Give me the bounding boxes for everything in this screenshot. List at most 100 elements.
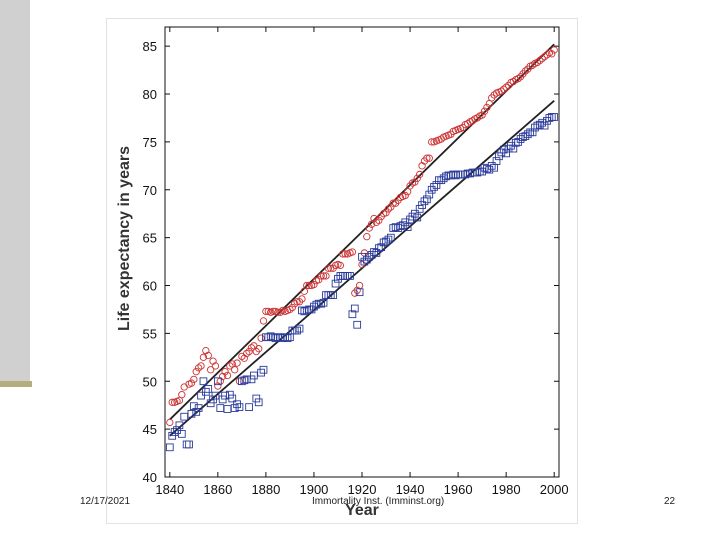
y-tick-label: 60 — [143, 279, 157, 294]
male-data-point — [514, 138, 523, 146]
male-data-point — [329, 291, 338, 299]
female-data-point — [425, 154, 433, 162]
female-data-point — [255, 345, 263, 353]
female-data-point — [418, 162, 426, 170]
male-data-point — [531, 123, 539, 132]
female-data-point — [500, 85, 508, 93]
female-data-point — [353, 286, 361, 294]
female-data-point — [411, 178, 419, 186]
female-data-point — [209, 357, 217, 365]
female-data-point — [322, 272, 330, 280]
female-data-point — [538, 54, 546, 63]
male-data-point — [228, 394, 237, 403]
female-data-point — [315, 276, 323, 284]
male-data-point — [201, 387, 210, 396]
female-data-point — [310, 280, 318, 289]
male-data-point — [374, 244, 383, 253]
male-data-point — [516, 135, 525, 143]
male-data-point — [353, 320, 362, 329]
female-data-point — [298, 295, 306, 303]
male-data-point — [430, 183, 438, 191]
male-data-point — [360, 257, 369, 266]
male-data-point — [187, 409, 196, 418]
female-data-point — [521, 67, 530, 75]
female-data-point — [548, 50, 556, 58]
male-data-point — [427, 185, 436, 194]
male-data-point — [295, 324, 304, 333]
male-data-point — [372, 249, 381, 257]
female-data-point — [202, 346, 210, 355]
male-data-point — [473, 168, 482, 177]
female-data-point — [168, 398, 176, 406]
female-data-point — [372, 218, 381, 226]
female-data-point — [502, 83, 510, 91]
female-data-point — [483, 103, 491, 112]
figure-frame: 1840 1860 1880 1900 1920 1940 1960 1980 2000 40 45… — [106, 18, 578, 524]
y-tick-label: 50 — [143, 374, 157, 389]
female-data-point — [166, 418, 174, 427]
female-data-point — [245, 347, 253, 356]
female-data-point — [543, 51, 551, 59]
y-tick-label: 70 — [143, 183, 157, 198]
female-data-point — [358, 260, 366, 269]
female-data-point — [497, 87, 505, 95]
female-data-point — [533, 58, 542, 67]
female-data-point — [187, 379, 196, 387]
page-number: 22 — [664, 496, 676, 507]
x-tick-label: 1900 — [299, 482, 328, 497]
male-data-point — [538, 118, 547, 127]
female-data-point — [211, 362, 220, 370]
female-data-point — [303, 281, 311, 290]
female-data-point — [259, 317, 268, 325]
male-data-point — [487, 161, 496, 170]
male-data-point — [245, 403, 253, 411]
male-data-point — [257, 368, 265, 377]
female-data-point — [317, 272, 325, 280]
male-data-point — [420, 197, 429, 206]
x-tick-label: 1940 — [396, 482, 425, 497]
female-data-point — [269, 307, 277, 316]
female-data-point — [305, 281, 313, 290]
male-data-point — [401, 218, 410, 227]
female-data-point — [387, 203, 395, 211]
female-data-point — [536, 56, 544, 65]
male-data-point — [350, 304, 359, 313]
male-data-point — [233, 400, 241, 409]
female-data-point — [480, 107, 489, 115]
male-data-point — [367, 251, 376, 259]
x-tick-label: 2000 — [540, 482, 569, 497]
female-data-point — [190, 375, 198, 383]
female-data-point — [243, 349, 251, 358]
sidebar-rule — [0, 381, 32, 387]
female-data-point — [478, 111, 486, 119]
male-data-point — [214, 377, 222, 386]
female-data-point — [324, 264, 333, 272]
female-data-point — [233, 359, 241, 367]
male-data-point — [194, 404, 203, 412]
y-tick-label: 80 — [143, 87, 157, 102]
female-data-point — [231, 366, 239, 374]
female-data-point — [514, 75, 522, 83]
female-data-point — [401, 191, 409, 200]
male-data-point — [425, 190, 434, 199]
x-tick-label: 1880 — [251, 482, 280, 497]
female-data-point — [223, 371, 232, 380]
male-data-point — [175, 421, 184, 430]
female-data-point — [206, 366, 215, 374]
female-data-point — [192, 368, 200, 376]
x-tick-label: 1860 — [203, 482, 232, 497]
male-data-point — [362, 255, 371, 264]
female-data-point — [226, 362, 234, 370]
male-data-point — [504, 144, 513, 153]
male-data-point — [408, 212, 417, 221]
female-data-point — [428, 138, 436, 146]
female-data-point — [214, 382, 222, 390]
female-data-point — [204, 351, 212, 360]
male-data-point — [177, 430, 186, 438]
female-data-point — [194, 364, 203, 372]
male-data-point — [386, 233, 395, 242]
female-data-point — [413, 174, 421, 182]
male-data-point — [523, 130, 532, 139]
y-tick-label: 65 — [143, 231, 157, 246]
female-data-point — [348, 248, 357, 256]
